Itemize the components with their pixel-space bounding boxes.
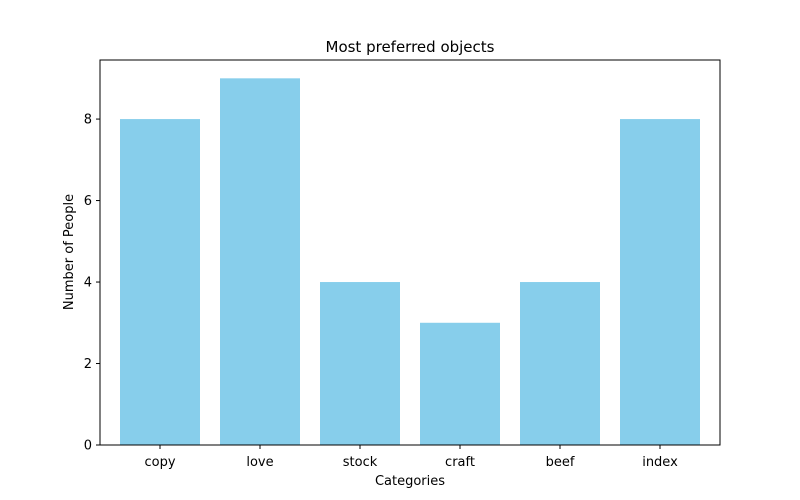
- x-tick-label: beef: [546, 455, 575, 470]
- y-tick-label: 8: [84, 113, 92, 128]
- bars-group: [120, 78, 700, 445]
- x-tick-label: craft: [445, 455, 475, 470]
- bar-craft: [420, 322, 500, 445]
- x-tick-label: copy: [144, 455, 175, 470]
- bar-copy: [120, 119, 200, 445]
- x-tick-label: love: [246, 455, 273, 470]
- y-tick-label: 4: [84, 276, 92, 291]
- bar-love: [220, 78, 300, 445]
- y-tick-label: 6: [84, 194, 92, 209]
- bar-beef: [520, 282, 600, 445]
- y-tick-label: 2: [84, 357, 92, 372]
- x-axis-label: Categories: [375, 474, 445, 489]
- x-axis-ticks: copy love stock craft beef index: [144, 445, 678, 470]
- bar-stock: [320, 282, 400, 445]
- y-axis-label: Number of People: [62, 194, 77, 310]
- plot-frame: [99, 59, 721, 446]
- y-axis-ticks: 0 2 4 6 8: [84, 113, 100, 454]
- chart-title: Most preferred objects: [326, 38, 495, 56]
- x-tick-label: index: [642, 455, 678, 470]
- x-tick-label: stock: [343, 455, 378, 470]
- bar-index: [620, 119, 700, 445]
- y-tick-label: 0: [84, 439, 92, 454]
